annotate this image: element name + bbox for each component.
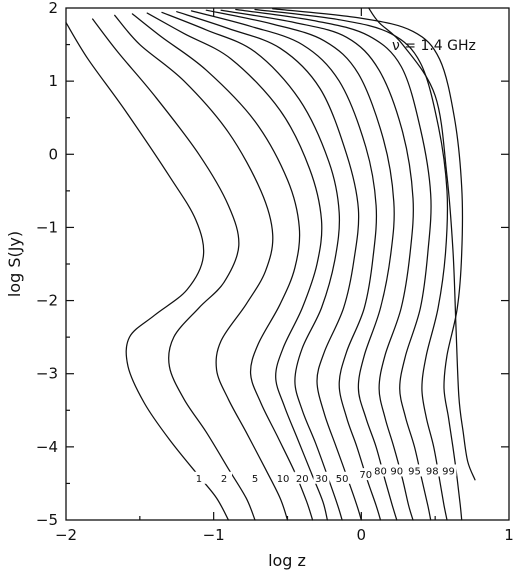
contour-label-70: 70 (359, 470, 372, 481)
contour-label-bg-50 (334, 471, 351, 484)
contour-label-1: 1 (196, 474, 202, 485)
contour-label-98: 98 (426, 466, 439, 477)
contour-lines (65, 7, 476, 521)
contour-line-2 (91, 18, 256, 521)
contour-label-2: 2 (221, 474, 227, 485)
contour-line-50 (176, 11, 362, 521)
contour-label-90: 90 (390, 466, 403, 477)
plot-frame (65, 7, 510, 521)
contour-label-5: 5 (252, 474, 258, 485)
y-axis-label: log S(Jy) (5, 231, 24, 297)
contour-line-30 (161, 11, 343, 521)
y-axis-ticks: 210−1−2−3−4−5 (36, 0, 509, 529)
x-axis-ticks: −2 −1 0 1 (55, 8, 514, 544)
contour-label-bg-98 (424, 464, 441, 477)
y-tick-label: 0 (48, 145, 58, 163)
contour-label-10: 10 (277, 474, 290, 485)
contour-label-bg-1 (190, 471, 207, 484)
contour-labels: 1 2 5 10 20 30 50 70 80 90 95 98 99 (190, 464, 457, 485)
contour-label-bg-2 (216, 471, 233, 484)
contour-label-bg-95 (406, 464, 423, 477)
contour-label-bg-20 (294, 471, 311, 484)
y-tick-label: 1 (48, 72, 58, 90)
frequency-annotation: ν = 1.4 GHz (392, 38, 476, 54)
x-tick-label: 0 (357, 526, 367, 544)
contour-label-bg-80 (372, 464, 389, 477)
contour-line-99 (272, 8, 464, 521)
contour-label-95: 95 (408, 466, 421, 477)
contour-label-bg-90 (388, 464, 405, 477)
x-tick-label: 1 (504, 526, 514, 544)
x-axis-label: log z (268, 551, 306, 570)
y-tick-label: −3 (36, 365, 58, 383)
contour-label-99: 99 (442, 466, 455, 477)
contour-line-20 (146, 12, 329, 521)
y-tick-label: −2 (36, 292, 58, 310)
contour-label-20: 20 (296, 474, 309, 485)
contour-label-bg-70 (357, 468, 374, 481)
contour-label-bg-10 (275, 471, 292, 484)
y-tick-label: −5 (36, 511, 58, 529)
contour-line-5 (114, 14, 289, 521)
contour-line-80 (205, 9, 398, 521)
contour-line-10 (131, 13, 314, 521)
contour-label-50: 50 (336, 474, 349, 485)
y-tick-label: 2 (48, 0, 58, 17)
y-tick-label: −4 (36, 438, 58, 456)
x-tick-label: −1 (203, 526, 225, 544)
contour-label-bg-30 (313, 471, 330, 484)
contour-line-70 (190, 10, 382, 521)
contour-line-98 (254, 8, 449, 521)
contour-label-80: 80 (374, 466, 387, 477)
x-tick-label: −2 (55, 526, 77, 544)
contour-label-bg-99 (440, 464, 457, 477)
contour-line-envelope (368, 7, 476, 481)
contour-label-bg-5 (247, 471, 264, 484)
contour-label-30: 30 (315, 474, 328, 485)
contour-line-1 (65, 21, 230, 521)
y-tick-label: −1 (36, 218, 58, 236)
